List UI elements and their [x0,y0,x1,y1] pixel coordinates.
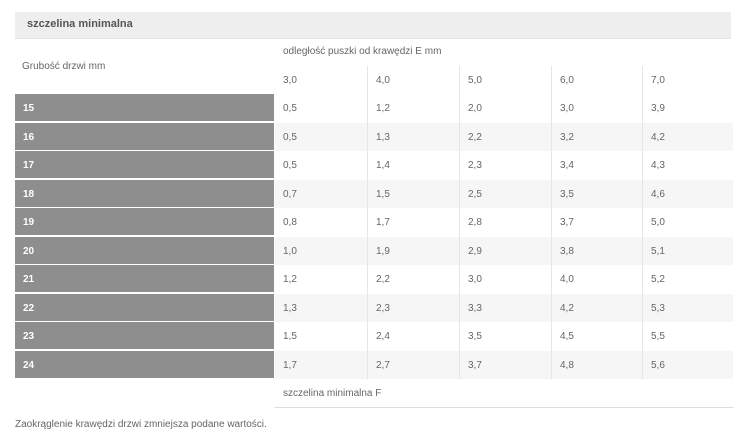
footer-label: szczelina minimalna F [275,380,733,408]
table-cell: 3,8 [551,236,642,265]
table-cell: 3,5 [551,179,642,208]
table-cell: 1,0 [275,236,367,265]
table-cell: 3,3 [459,293,551,322]
table-row: 24 1,7 2,7 3,7 4,8 5,6 [15,350,733,379]
table-cell: 0,7 [275,179,367,208]
table-row: 18 0,7 1,5 2,5 3,5 4,6 [15,179,733,208]
row-label: 23 [15,322,274,350]
table-cell: 2,2 [459,122,551,151]
table-cell: 1,5 [283,331,297,342]
table-cell: 4,8 [551,350,642,379]
table-row: 19 0,8 1,7 2,8 3,7 5,0 [15,208,733,237]
table-cell: 2,5 [459,179,551,208]
row-label: 17 [15,151,274,179]
table-cell: 2,0 [459,94,551,123]
table-cell: 1,9 [367,236,459,265]
row-label: 20 [15,236,274,265]
table-cell: 3,5 [459,322,551,351]
table-row: 20 1,0 1,9 2,9 3,8 5,1 [15,236,733,265]
column-header: 6,0 [551,66,642,94]
table-cell: 1,4 [367,151,459,180]
table-body: 15 0,5 1,2 2,0 3,0 3,9 16 0,5 1,3 2,2 3,2 4,2 17 0,5 1… [15,94,733,379]
row-header-label: Grubość drzwi mm [22,61,106,72]
table-cell: 3,2 [551,122,642,151]
table-cell: 0,5 [283,160,297,171]
row-label: 21 [15,265,274,293]
table-cell: 4,5 [551,322,642,351]
row-label: 16 [15,122,274,151]
table-cell: 5,5 [642,322,733,351]
table-cell: 5,3 [642,293,733,322]
table-cell: 3,0 [459,265,551,294]
table-cell: 2,7 [367,350,459,379]
table-cell: 1,5 [367,179,459,208]
table-cell: 3,9 [642,94,733,123]
column-group-label: odległość puszki od krawędzi E mm [283,46,442,57]
table-cell: 5,2 [642,265,733,294]
table-row: 15 0,5 1,2 2,0 3,0 3,9 [15,94,733,123]
table-row: 16 0,5 1,3 2,2 3,2 4,2 [15,122,733,151]
table-cell: 2,9 [459,236,551,265]
table-cell: 0,8 [283,217,297,228]
table-cell: 4,0 [551,265,642,294]
table-cell: 1,7 [275,350,367,379]
row-label: 24 [15,350,274,379]
row-label: 19 [15,208,274,236]
table-title-bar: szczelina minimalna [15,12,731,39]
table-row: 21 1,2 2,2 3,0 4,0 5,2 [15,265,733,294]
table-cell: 2,3 [367,293,459,322]
table-cell: 0,5 [283,103,297,114]
table-cell: 2,3 [459,151,551,180]
table-cell: 3,7 [459,350,551,379]
column-header: 7,0 [642,66,733,94]
table-row: 23 1,5 2,4 3,5 4,5 5,5 [15,322,733,351]
table-cell: 1,2 [367,94,459,123]
table-cell: 2,2 [367,265,459,294]
table-row: 17 0,5 1,4 2,3 3,4 4,3 [15,151,733,180]
table-cell: 5,0 [642,208,733,237]
table-cell: 1,3 [275,293,367,322]
table-cell: 1,2 [283,274,297,285]
table-cell: 3,0 [551,94,642,123]
table-cell: 4,2 [642,122,733,151]
table-row: 22 1,3 2,3 3,3 4,2 5,3 [15,293,733,322]
footnote: Zaokrąglenie krawędzi drzwi zmniejsza po… [15,419,267,430]
table-cell: 4,2 [551,293,642,322]
table-cell: 1,3 [367,122,459,151]
table-cell: 0,5 [275,122,367,151]
column-header: 3,0 [283,75,297,86]
table-cell: 1,7 [367,208,459,237]
table-cell: 5,1 [642,236,733,265]
table-cell: 2,8 [459,208,551,237]
table-title: szczelina minimalna [27,18,133,30]
row-label: 22 [15,293,274,322]
column-header: 4,0 [367,66,459,94]
column-header-row: 3,0 4,0 5,0 6,0 7,0 [275,66,733,94]
table-cell: 2,4 [367,322,459,351]
row-label: 15 [15,94,274,122]
table-cell: 3,7 [551,208,642,237]
column-header: 5,0 [459,66,551,94]
table-cell: 4,3 [642,151,733,180]
table-cell: 4,6 [642,179,733,208]
row-label: 18 [15,179,274,208]
table-cell: 5,6 [642,350,733,379]
table-cell: 3,4 [551,151,642,180]
